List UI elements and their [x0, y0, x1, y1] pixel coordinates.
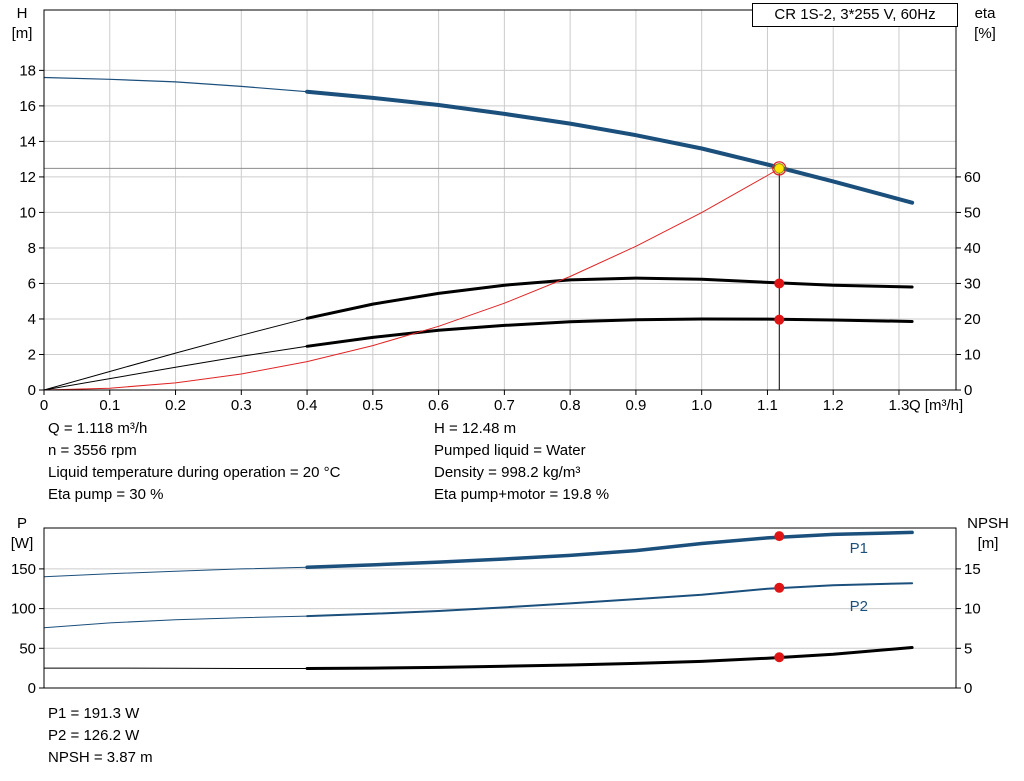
eta-pump-motor-point	[774, 314, 785, 325]
tick-label-x: 0.3	[231, 397, 252, 414]
curve-p1-curve	[305, 530, 914, 570]
annotation-density: Density = 998.2 kg/m³	[434, 464, 581, 481]
annotation-p1: P1 = 191.3 W	[48, 705, 140, 722]
curve-eta-pump-curve	[305, 276, 914, 320]
tick-label-right: 0	[964, 382, 972, 399]
eta-axis-unit: [%]	[974, 25, 996, 42]
npsh-point	[774, 652, 785, 663]
curve-p2-curve	[306, 582, 914, 618]
curve-head-curve	[305, 89, 915, 205]
tick-label-right: 40	[964, 240, 981, 257]
tick-label-left: 10	[19, 204, 36, 221]
tick-label-right: 0	[964, 680, 972, 697]
p-axis-symbol: P	[16, 515, 27, 532]
tick-label-x: 0.4	[297, 397, 318, 414]
curve-p1-curve	[43, 566, 308, 578]
tick-label-left: 100	[11, 601, 36, 618]
tick-label-left: 16	[19, 98, 36, 115]
duty-point	[773, 163, 785, 174]
tick-label-x: 1.1	[757, 397, 778, 414]
annotation-eta-pump: Eta pump = 30 %	[48, 486, 164, 503]
pump-model-title: CR 1S-2, 3*255 V, 60Hz	[752, 3, 958, 27]
curve-head-curve	[43, 76, 308, 93]
duty-annotations-right: H = 12.48 m Pumped liquid = Water Densit…	[434, 418, 609, 506]
tick-label-left: 0	[28, 680, 36, 697]
tick-label-left: 0	[28, 382, 36, 399]
tick-label-x: 1.0	[691, 397, 712, 414]
p1-point	[774, 531, 785, 542]
annotation-eta-pump-motor: Eta pump+motor = 19.8 %	[434, 486, 610, 503]
curve-p2-curve	[43, 615, 308, 629]
npsh-axis-unit: [m]	[977, 535, 999, 552]
tick-label-right: 20	[964, 311, 981, 328]
p2-point	[774, 582, 785, 593]
annotation-npsh: NPSH = 3.87 m	[48, 749, 153, 766]
tick-label-left: 14	[19, 133, 36, 150]
tick-label-x: 0.5	[362, 397, 383, 414]
tick-label-x: 0.1	[99, 397, 120, 414]
curve-eta-pump-motor-curve	[43, 345, 308, 391]
p-axis-unit: [W]	[10, 535, 34, 552]
tick-label-x: 0.2	[165, 397, 186, 414]
tick-label-x: 1.3	[889, 397, 910, 414]
duty-annotations-left: Q = 1.118 m³/h n = 3556 rpm Liquid tempe…	[48, 418, 340, 506]
tick-label-left: 2	[28, 346, 36, 363]
tick-label-right: 10	[964, 601, 981, 618]
tick-label-right: 5	[964, 640, 972, 657]
annotation-speed: n = 3556 rpm	[48, 442, 137, 459]
p-axis-label: P [W]	[0, 514, 44, 554]
curve-system-curve	[43, 167, 780, 391]
h-axis-symbol: H	[16, 5, 28, 22]
tick-label-left: 6	[28, 275, 36, 292]
h-axis-unit: [m]	[11, 25, 33, 42]
npsh-axis-label: NPSH [m]	[956, 514, 1020, 554]
series-label-p1: P1	[850, 540, 868, 557]
tick-label-left: 12	[19, 169, 36, 186]
annotation-p2: P2 = 126.2 W	[48, 727, 140, 744]
requested-duty-ring	[772, 161, 787, 176]
annotation-flow: Q = 1.118 m³/h	[48, 420, 148, 437]
tick-label-left: 150	[11, 561, 36, 578]
eta-pump-point	[774, 278, 785, 289]
tick-label-right: 15	[964, 561, 981, 578]
tick-label-x: 0.9	[625, 397, 646, 414]
tick-label-left: 8	[28, 240, 36, 257]
curve-npsh-curve	[305, 646, 914, 670]
plot-frame	[43, 9, 957, 391]
annotation-pumped-liquid: Pumped liquid = Water	[434, 442, 586, 459]
eta-axis-label: eta [%]	[958, 4, 1012, 44]
tick-label-x: 0	[40, 397, 48, 414]
tick-label-right: 50	[964, 204, 981, 221]
tick-label-left: 18	[19, 62, 36, 79]
annotation-head: H = 12.48 m	[434, 420, 517, 437]
annotation-liquid-temperature: Liquid temperature during operation = 20…	[48, 464, 341, 481]
curve-eta-pump-curve	[43, 317, 308, 391]
tick-label-right: 10	[964, 346, 981, 363]
curve-eta-pump-motor-curve	[305, 317, 914, 348]
tick-label-right: 60	[964, 169, 981, 186]
h-axis-label: H [m]	[0, 4, 44, 44]
x-axis-label: Q [m³/h]	[909, 397, 963, 414]
tick-label-x: 0.8	[560, 397, 581, 414]
series-label-p2: P2	[850, 598, 868, 615]
npsh-axis-symbol: NPSH	[967, 515, 1009, 532]
tick-label-x: 0.6	[428, 397, 449, 414]
plot-frame	[43, 527, 957, 689]
tick-label-left: 50	[19, 640, 36, 657]
eta-axis-symbol: eta	[974, 5, 996, 22]
power-annotations: P1 = 191.3 W P2 = 126.2 W NPSH = 3.87 m	[48, 703, 153, 769]
tick-label-x: 1.2	[823, 397, 844, 414]
tick-label-right: 30	[964, 275, 981, 292]
tick-label-left: 4	[28, 311, 36, 328]
tick-label-x: 0.7	[494, 397, 515, 414]
